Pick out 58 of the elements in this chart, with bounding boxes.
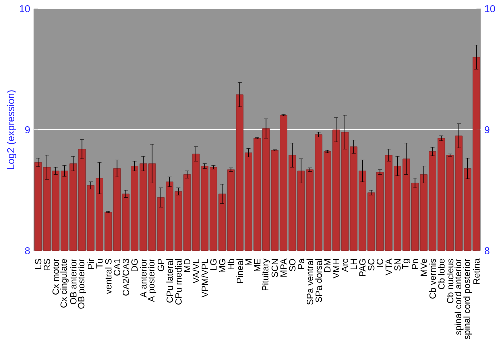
x-tick-label: SPa dorsal [316, 259, 322, 302]
x-tick-label: Tg [402, 259, 411, 270]
x-tick-label: SC [368, 259, 375, 271]
x-tick-label: RS [44, 259, 50, 271]
x-tick-label: Arc [342, 259, 348, 272]
x-tick-label: GP [158, 259, 164, 272]
x-tick-label: DM [324, 260, 331, 272]
x-tick-label: Pineal [236, 259, 244, 284]
y-axis-title: Log2 (expression) [7, 90, 16, 170]
x-tick-label: SCN [272, 260, 278, 278]
x-tick-label: Pir [88, 258, 94, 270]
x-tick-label: SPa ventral [306, 259, 314, 305]
x-tick-label: Cb lobe [438, 259, 445, 290]
x-tick-label: Hb [228, 259, 235, 270]
x-tick-label: MD [184, 259, 190, 272]
x-tick-label: ventral S [105, 259, 112, 294]
y-tick-label: 9 [25, 126, 30, 134]
x-tick-label: OB anterior [70, 258, 77, 304]
x-tick-label: PAG [359, 259, 366, 276]
x-tick-label: IC [377, 259, 384, 267]
x-tick-label: CA1 [114, 259, 120, 276]
x-tick-label: Pituitary [262, 258, 270, 291]
x-tick-label: VA/VL [192, 259, 200, 284]
x-tick-label: Cx motor [52, 258, 60, 295]
x-tick-label: spinal cord anterior [454, 258, 464, 336]
y2-tick-label: 8 [484, 247, 490, 255]
x-tick-label: Pa [298, 258, 304, 270]
x-tick-label: VPM/VPL [202, 259, 208, 298]
x-tick-label: spinal cord posterior [464, 258, 472, 340]
x-tick-label: OB posterior [78, 258, 86, 309]
x-tick-label: Tu [96, 259, 103, 269]
x-tick-label: A posterior [148, 258, 157, 302]
x-tick-label: VTA [386, 258, 392, 276]
x-tick-label: MPA [280, 258, 287, 277]
x-tick-label: A anterior [140, 258, 147, 298]
x-tick-label: SO [289, 259, 296, 272]
x-tick-label: Cb nucleus [447, 259, 454, 304]
x-tick-label: DG [132, 259, 138, 272]
x-tick-label: Retina [473, 258, 480, 284]
x-tick-label: MG [219, 259, 226, 273]
x-tick-label: CPu lateral [166, 259, 174, 303]
x-tick-label: LH [350, 260, 358, 270]
x-tick-label: MVe [420, 259, 428, 276]
x-tick-label: Cx cingulate [60, 259, 69, 308]
x-tick-label: VMH [333, 260, 340, 279]
x-tick-label: M [246, 260, 252, 266]
y2-tick-label: 9 [485, 126, 490, 134]
x-tick-label: LG [210, 259, 217, 270]
x-tick-label: Cb vermis [429, 259, 436, 299]
x-tick-label: LS [35, 259, 42, 270]
x-tick-label: ME [254, 259, 261, 272]
x-tick-label: Pn [412, 259, 418, 270]
x-tick-label: CPu medial [175, 259, 182, 305]
x-tick-label: CA2/CA3 [122, 259, 130, 296]
x-tick-label: SN [394, 260, 401, 271]
y-tick-label: 10 [20, 5, 30, 13]
y2-tick-label: 10 [485, 5, 496, 13]
y-tick-label: 8 [25, 247, 30, 255]
